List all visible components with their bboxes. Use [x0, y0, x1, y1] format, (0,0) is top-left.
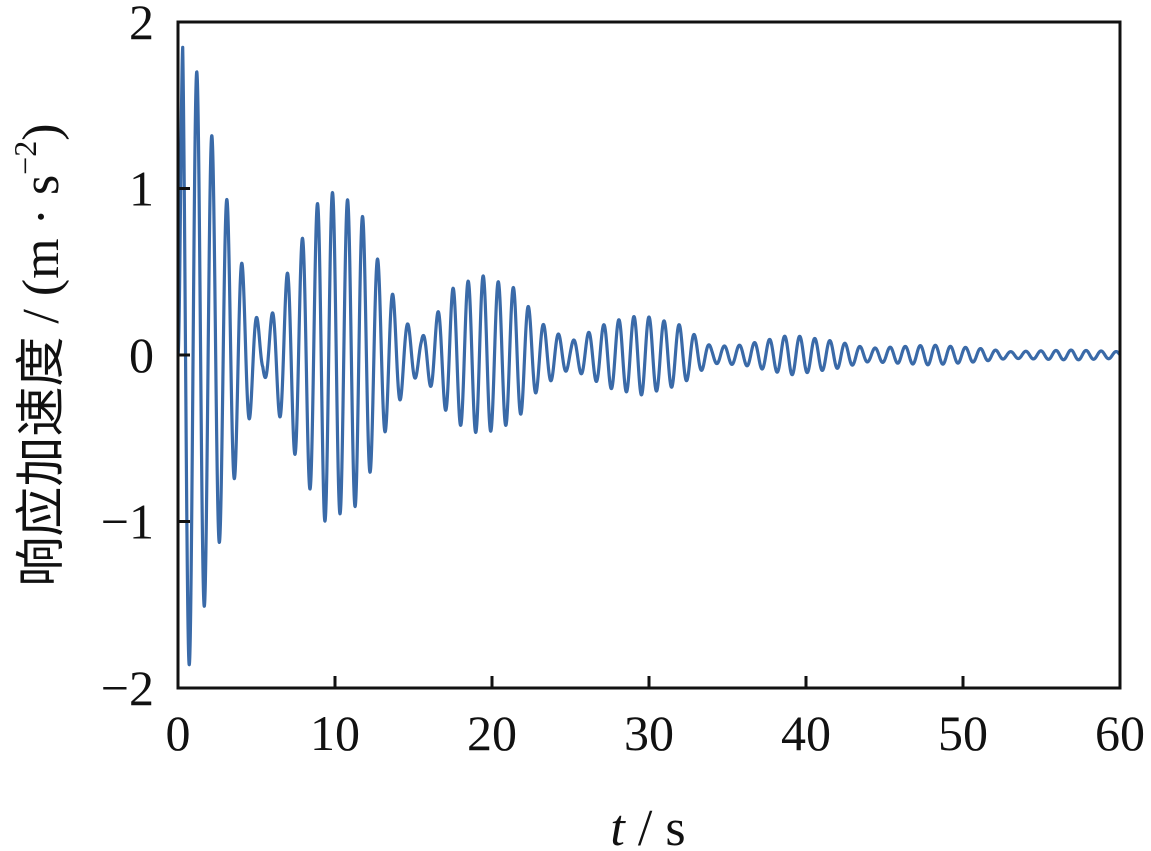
x-tick-label-4: 40 — [781, 705, 831, 761]
y-tick-label-2: 0 — [129, 327, 154, 383]
x-tick-label-3: 30 — [624, 705, 674, 761]
y-axis-title: 响应加速度 — [12, 337, 70, 587]
y-axis-unit-close: ) — [13, 123, 70, 140]
y-tick-label-4: 2 — [129, 0, 154, 50]
y-axis-unit: / (m · s — [13, 175, 70, 337]
x-axis-label: t / s — [610, 800, 685, 851]
tick-layer: 0 10 20 30 40 50 60 −2 −1 0 1 2 — [101, 0, 1145, 761]
x-tick-label-0: 0 — [166, 705, 191, 761]
x-axis-variable: t — [610, 800, 626, 851]
y-tick-label-1: −1 — [101, 494, 154, 550]
series-line-0 — [176, 45, 1122, 667]
x-axis-unit: / s — [625, 800, 686, 851]
plot-layer — [176, 45, 1122, 667]
x-tick-label-1: 10 — [310, 705, 360, 761]
x-tick-label-5: 50 — [938, 705, 988, 761]
y-tick-label-3: 1 — [129, 161, 154, 217]
y-tick-label-0: −2 — [101, 660, 154, 716]
x-tick-label-2: 20 — [467, 705, 517, 761]
plot-frame — [176, 20, 1122, 690]
x-tick-label-6: 60 — [1095, 705, 1145, 761]
y-axis-unit-exponent: −2 — [7, 141, 43, 175]
y-axis-label: 响应加速度 / (m · s−2) — [7, 123, 70, 586]
